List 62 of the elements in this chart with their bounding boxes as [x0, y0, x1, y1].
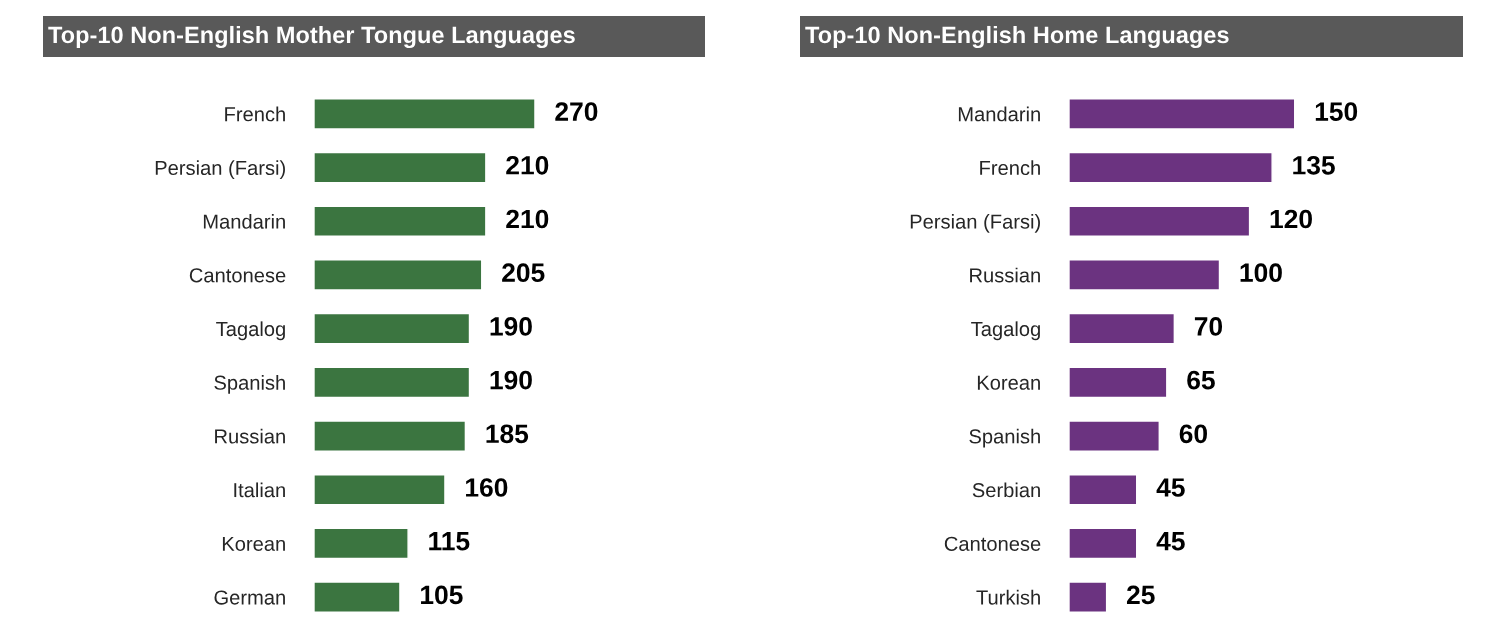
y-tick-label: French: [980, 160, 1040, 176]
y-tick-label: French: [225, 106, 285, 122]
data-label: 160: [466, 478, 508, 497]
bar: [1069, 474, 1138, 506]
bar: [314, 527, 409, 560]
y-tick-label: Spanish: [214, 375, 285, 394]
bar: [1069, 581, 1108, 613]
y-tick-label: Korean: [977, 375, 1040, 390]
data-label: 210: [506, 155, 549, 175]
bar: [314, 259, 483, 291]
y-tick-label: Persian (Farsi): [155, 160, 285, 180]
data-label: 115: [429, 532, 470, 551]
y-tick-label: Cantonese: [944, 536, 1041, 551]
bar: [314, 420, 467, 452]
data-label: 105: [421, 585, 463, 605]
bar: [1069, 151, 1273, 184]
bar: [1069, 420, 1160, 452]
bar: [314, 312, 471, 345]
y-tick-label: Mandarin: [958, 106, 1040, 122]
data-label: 25: [1126, 585, 1155, 605]
y-tick-label: Cantonese: [189, 268, 286, 283]
y-tick-label: German: [214, 590, 285, 605]
data-label: 190: [490, 317, 532, 336]
bar: [314, 151, 487, 184]
y-tick-label: Turkish: [976, 589, 1040, 605]
data-label: 65: [1187, 370, 1215, 390]
bar: [314, 474, 446, 506]
bar: [314, 205, 487, 237]
data-label: 120: [1270, 209, 1312, 229]
data-label: 45: [1156, 532, 1185, 551]
data-label: 190: [490, 370, 532, 390]
bar: [1069, 205, 1251, 237]
bar: [314, 581, 401, 613]
data-label: 205: [502, 263, 545, 283]
y-tick-label: Russian: [215, 428, 285, 444]
y-tick-label: Korean: [222, 536, 285, 551]
chart-title: Top-10 Non-English Home Languages: [805, 25, 1229, 49]
data-label: 150: [1315, 102, 1358, 121]
data-label: 70: [1194, 317, 1223, 336]
y-tick-label: Persian (Farsi): [910, 213, 1040, 233]
y-tick-label: Russian: [970, 267, 1040, 283]
y-tick-label: Serbian: [972, 482, 1040, 498]
data-label: 135: [1293, 155, 1335, 175]
bar: [1069, 312, 1176, 345]
y-tick-label: Italian: [234, 482, 285, 498]
data-label: 60: [1179, 424, 1207, 444]
data-label: 100: [1240, 263, 1282, 283]
bar: [1069, 527, 1138, 560]
y-tick-label: Tagalog: [216, 321, 285, 341]
y-tick-label: Tagalog: [971, 321, 1040, 341]
y-tick-label: Spanish: [969, 428, 1040, 448]
data-label: 45: [1156, 478, 1185, 497]
data-label: 185: [486, 424, 529, 444]
bar: [1069, 98, 1296, 130]
data-label: 270: [555, 102, 598, 121]
y-tick-label: Mandarin: [203, 213, 285, 229]
bar: [1069, 366, 1168, 399]
data-label: 210: [506, 209, 549, 229]
bar: [1069, 259, 1221, 291]
chart-title: Top-10 Non-English Mother Tongue Languages: [48, 25, 575, 49]
bar: [314, 366, 471, 399]
bar: [314, 98, 536, 130]
